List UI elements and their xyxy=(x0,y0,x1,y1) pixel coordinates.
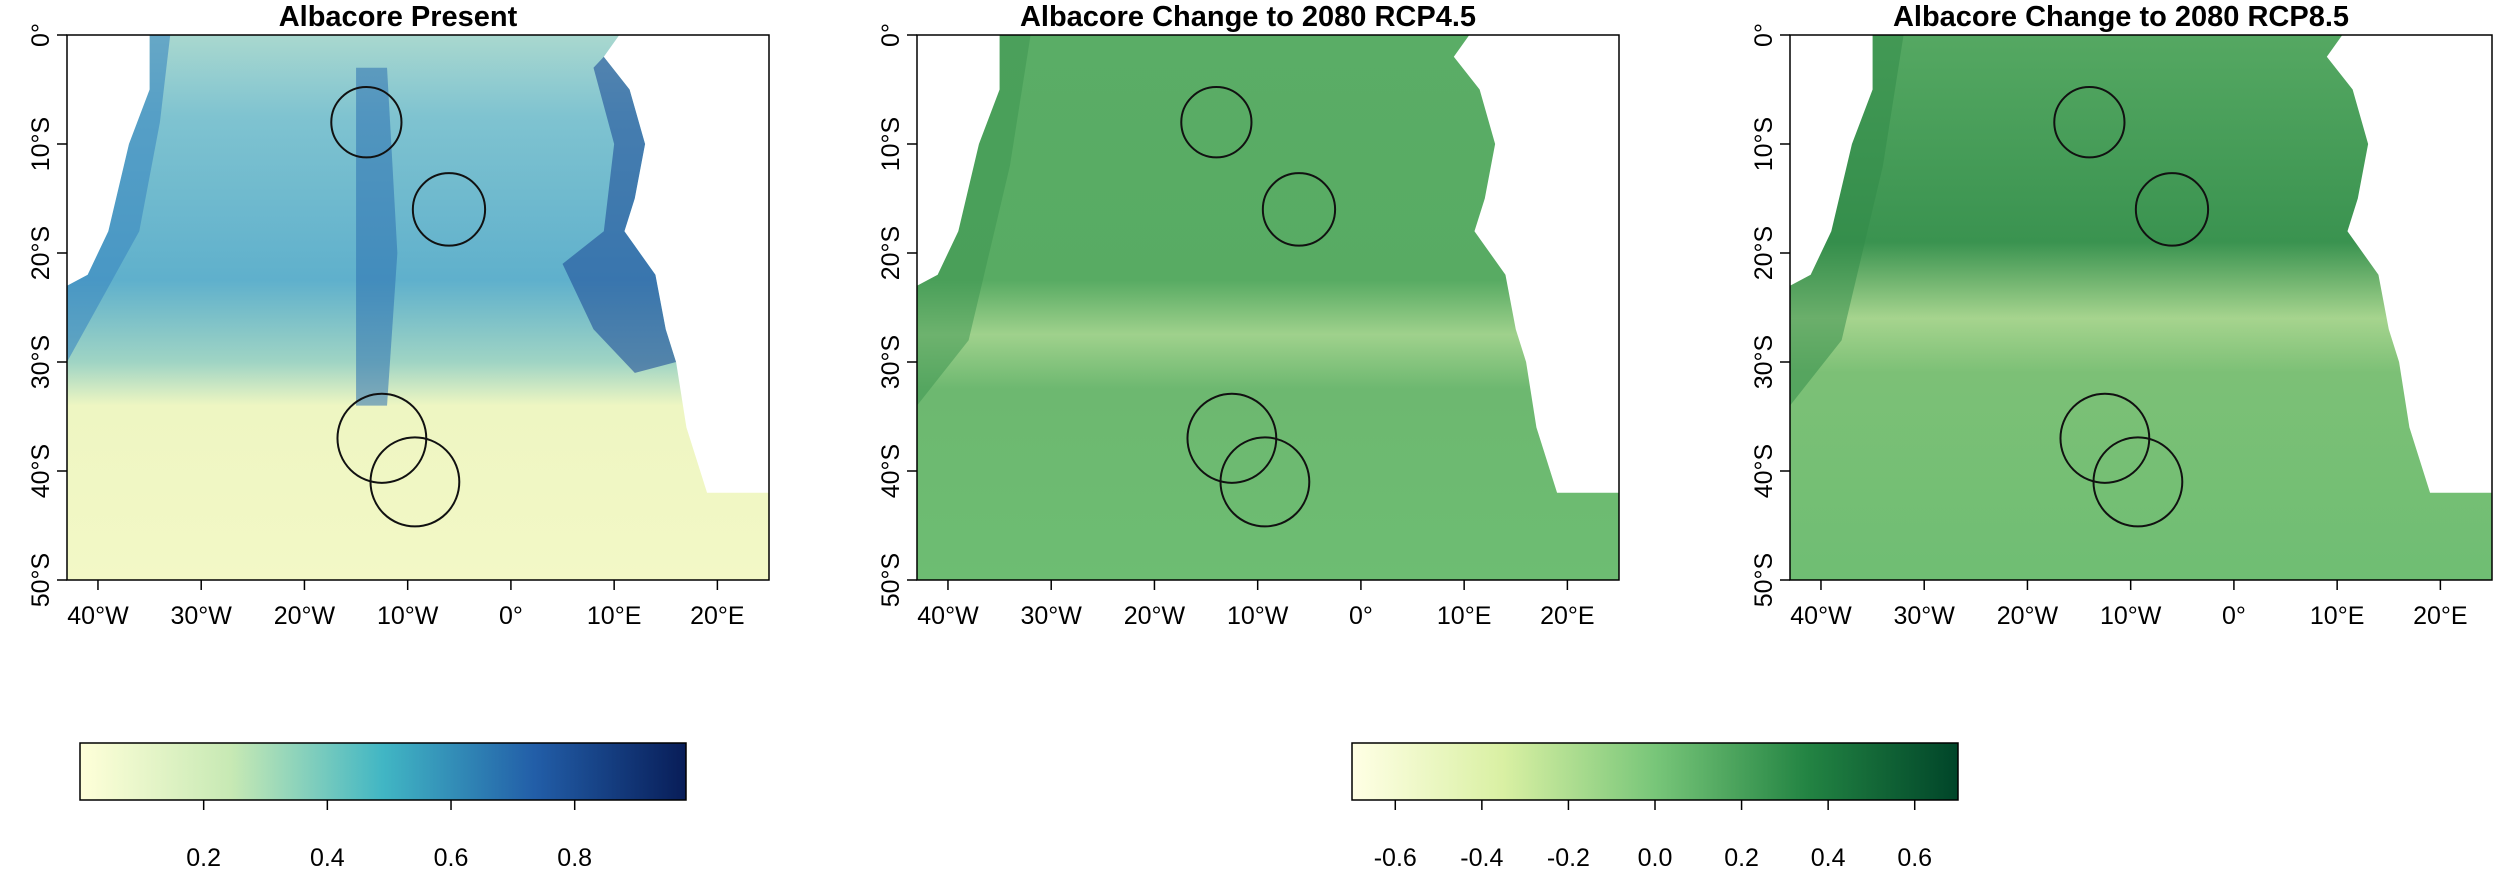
colorbar-tick-label: 0.2 xyxy=(1724,844,1759,872)
coastal-band xyxy=(562,56,677,373)
x-tick-label: 20°E xyxy=(2413,602,2467,630)
colorbar-tick-label: -0.2 xyxy=(1547,844,1590,872)
protected-area xyxy=(1263,173,1335,245)
colorbar xyxy=(1351,742,1959,801)
panel-title: Albacore Present xyxy=(279,1,518,33)
protected-area xyxy=(413,173,485,245)
colorbar-tick-label: -0.6 xyxy=(1374,844,1417,872)
x-tick-label: 10°E xyxy=(587,602,641,630)
x-tick-label: 30°W xyxy=(1021,602,1083,630)
colorbar-tick-label: 0.4 xyxy=(1811,844,1846,872)
x-tick-label: 20°W xyxy=(274,602,336,630)
y-tick-label: 40°S xyxy=(27,444,55,498)
x-tick-label: 10°E xyxy=(1437,602,1491,630)
colorbar-tick-label: 0.8 xyxy=(557,844,592,872)
land xyxy=(917,35,1000,286)
ridge xyxy=(356,67,398,406)
coastal-band xyxy=(67,35,171,362)
land xyxy=(1790,35,1873,286)
protected-area xyxy=(1221,437,1310,526)
protected-area xyxy=(371,437,460,526)
x-tick-label: 10°W xyxy=(1227,602,1289,630)
x-tick-label: 10°W xyxy=(377,602,439,630)
colorbar-tick-label: 0.6 xyxy=(1897,844,1932,872)
y-tick-label: 50°S xyxy=(877,553,905,607)
land xyxy=(2326,35,2492,493)
y-tick-label: 20°S xyxy=(877,226,905,280)
land xyxy=(603,35,769,493)
y-tick-label: 10°S xyxy=(27,117,55,171)
x-tick-label: 0° xyxy=(1349,602,1373,630)
land xyxy=(67,35,150,286)
colorbar-tick-label: 0.2 xyxy=(186,844,221,872)
panel-title: Albacore Change to 2080 RCP8.5 xyxy=(1893,1,2349,33)
y-tick-label: 40°S xyxy=(1750,444,1778,498)
x-tick-label: 30°W xyxy=(1894,602,1956,630)
x-tick-label: 40°W xyxy=(1790,602,1852,630)
x-tick-label: 40°W xyxy=(917,602,979,630)
y-tick-label: 0° xyxy=(1750,23,1778,47)
x-tick-label: 20°W xyxy=(1124,602,1186,630)
x-tick-label: 20°E xyxy=(690,602,744,630)
coastal-band xyxy=(1790,35,1904,406)
y-tick-label: 50°S xyxy=(1750,553,1778,607)
protected-area xyxy=(2094,437,2183,526)
map xyxy=(67,35,769,580)
colorbar-tick-label: 0.4 xyxy=(310,844,345,872)
protected-area xyxy=(331,87,401,157)
x-tick-label: 20°W xyxy=(1997,602,2059,630)
map-frame xyxy=(66,34,770,581)
y-tick-label: 0° xyxy=(27,23,55,47)
y-tick-label: 20°S xyxy=(1750,226,1778,280)
y-tick-label: 20°S xyxy=(27,226,55,280)
x-tick-label: 0° xyxy=(2222,602,2246,630)
y-tick-label: 40°S xyxy=(877,444,905,498)
y-tick-label: 30°S xyxy=(27,335,55,389)
x-tick-label: 10°W xyxy=(2100,602,2162,630)
map xyxy=(917,35,1619,580)
panel-title: Albacore Change to 2080 RCP4.5 xyxy=(1020,1,1476,33)
y-tick-label: 30°S xyxy=(877,335,905,389)
protected-area xyxy=(2054,87,2124,157)
y-tick-label: 10°S xyxy=(1750,117,1778,171)
map-frame xyxy=(916,34,1620,581)
land xyxy=(1453,35,1619,493)
x-tick-label: 40°W xyxy=(67,602,129,630)
map xyxy=(1790,35,2492,580)
y-tick-label: 30°S xyxy=(1750,335,1778,389)
colorbar-tick-label: -0.4 xyxy=(1460,844,1503,872)
x-tick-label: 20°E xyxy=(1540,602,1594,630)
x-tick-label: 30°W xyxy=(171,602,233,630)
colorbar-tick-label: 0.6 xyxy=(434,844,469,872)
protected-area xyxy=(1181,87,1251,157)
map-frame xyxy=(1789,34,2493,581)
y-tick-label: 10°S xyxy=(877,117,905,171)
coastal-band xyxy=(917,35,1031,406)
x-tick-label: 10°E xyxy=(2310,602,2364,630)
colorbar-tick-label: 0.0 xyxy=(1638,844,1673,872)
protected-area xyxy=(2136,173,2208,245)
x-tick-label: 0° xyxy=(499,602,523,630)
colorbar xyxy=(79,742,687,801)
y-tick-label: 50°S xyxy=(27,553,55,607)
y-tick-label: 0° xyxy=(877,23,905,47)
